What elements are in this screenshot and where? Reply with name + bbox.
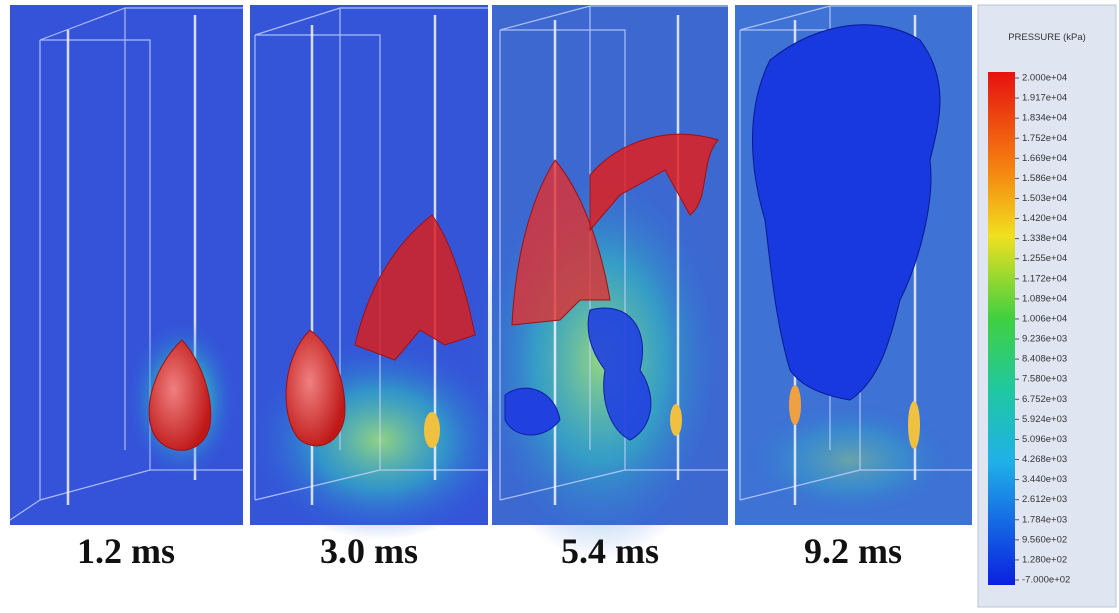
panel — [470, 5, 730, 560]
hot-spot — [908, 401, 920, 449]
colorbar-gradient — [988, 72, 1015, 585]
colorbar-label: 1.752e+04 — [1022, 133, 1067, 144]
panel-label: 5.4 ms — [561, 531, 659, 571]
colorbar-label: 1.586e+04 — [1022, 173, 1067, 184]
colorbar-label: 1.834e+04 — [1022, 113, 1067, 124]
colorbar-label: 1.089e+04 — [1022, 293, 1067, 304]
colorbar-label: 3.440e+03 — [1022, 474, 1067, 485]
colorbar-label: 1.420e+04 — [1022, 213, 1067, 224]
colorbar-label: 5.096e+03 — [1022, 434, 1067, 445]
panel — [10, 5, 243, 525]
pressure-halo — [740, 400, 960, 520]
panel — [250, 5, 510, 540]
colorbar-label: 1.338e+04 — [1022, 233, 1067, 244]
panel — [735, 5, 972, 525]
colorbar-label: 1.917e+04 — [1022, 93, 1067, 104]
colorbar-label: 2.000e+04 — [1022, 73, 1067, 84]
colorbar-label: 1.255e+04 — [1022, 253, 1067, 264]
colorbar-label: 2.612e+03 — [1022, 494, 1067, 505]
colorbar-label: 1.006e+04 — [1022, 313, 1067, 324]
colorbar-label: 5.924e+03 — [1022, 414, 1067, 425]
colorbar-label: 9.236e+03 — [1022, 334, 1067, 345]
hot-spot — [789, 385, 801, 425]
colorbar-label: 8.408e+03 — [1022, 354, 1067, 365]
panel-label: 1.2 ms — [77, 531, 175, 571]
colorbar-label: 1.280e+02 — [1022, 554, 1067, 565]
colorbar-label: 1.784e+03 — [1022, 514, 1067, 525]
colorbar-label: 1.172e+04 — [1022, 273, 1067, 284]
colorbar-label: -7.000e+02 — [1022, 575, 1070, 586]
panel-label: 9.2 ms — [804, 531, 902, 571]
colorbar-label: 9.560e+02 — [1022, 534, 1067, 545]
figure: PRESSURE (kPa) 1.2 ms 3.0 ms 5.4 ms 9.2 ms 2… — [0, 0, 1119, 613]
colorbar-label: 7.580e+03 — [1022, 374, 1067, 385]
colorbar-label: 1.669e+04 — [1022, 153, 1067, 164]
hot-spot — [670, 404, 682, 436]
hot-spot — [424, 412, 440, 448]
colorbar-label: 6.752e+03 — [1022, 394, 1067, 405]
colorbar-label: 4.268e+03 — [1022, 454, 1067, 465]
colorbar-label: 1.503e+04 — [1022, 193, 1067, 204]
panel-label: 3.0 ms — [320, 531, 418, 571]
colorbar-title: PRESSURE (kPa) — [1008, 32, 1086, 43]
